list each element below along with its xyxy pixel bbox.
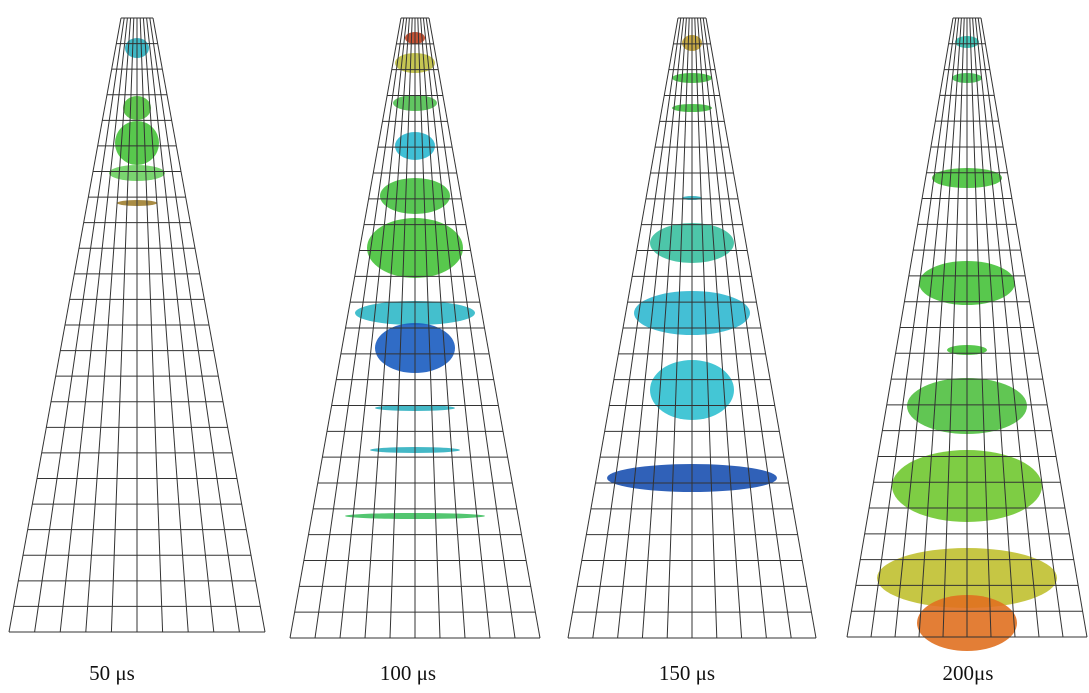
page: 50 μs 100 μs 150 μs 200μs (() => { const… <box>0 0 1089 693</box>
panel-label: 200μs <box>943 661 994 685</box>
figure: 50 μs 100 μs 150 μs 200μs <box>0 0 1089 693</box>
cones <box>9 18 1087 651</box>
panel-label: 150 μs <box>659 661 715 685</box>
panel-label: 100 μs <box>380 661 436 685</box>
panel-label: 50 μs <box>89 661 135 685</box>
